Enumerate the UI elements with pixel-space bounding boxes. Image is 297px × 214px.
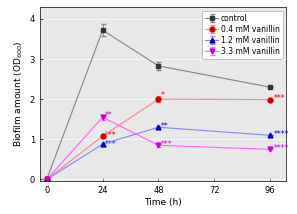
- Y-axis label: Biofilm amount (OD$_{600}$): Biofilm amount (OD$_{600}$): [13, 41, 25, 147]
- Text: **: **: [161, 122, 169, 131]
- Text: ***: ***: [274, 94, 285, 103]
- Text: **: **: [105, 111, 113, 120]
- Text: ***: ***: [105, 131, 117, 140]
- Text: *: *: [161, 92, 165, 101]
- Text: ****: ****: [274, 130, 289, 139]
- Legend: control, 0.4 mM vanillin, 1.2 mM vanillin, 3.3 mM vanillin: control, 0.4 mM vanillin, 1.2 mM vanilli…: [202, 11, 283, 59]
- X-axis label: Time (h): Time (h): [144, 198, 182, 207]
- Text: ***: ***: [161, 140, 173, 149]
- Text: ****: ****: [274, 144, 289, 153]
- Text: ***: ***: [105, 140, 117, 149]
